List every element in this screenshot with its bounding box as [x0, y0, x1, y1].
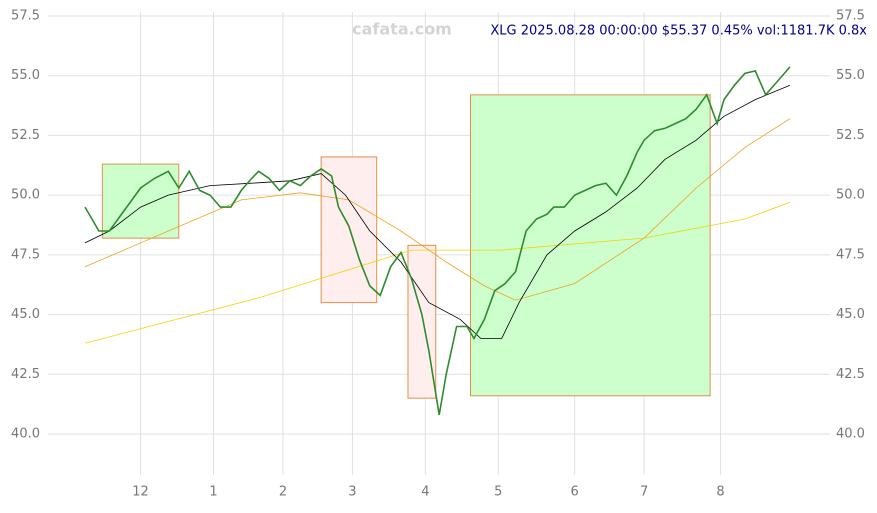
range-box	[469, 94, 711, 397]
chart-title: XLG 2025.08.28 00:00:00 $55.37 0.45% vol…	[490, 24, 867, 39]
y-tick-label: 50.0	[836, 188, 865, 203]
price-line	[84, 118, 791, 301]
y-tick-label: 57.5	[836, 9, 865, 24]
x-tick-label: 12	[132, 485, 149, 500]
y-tick-label: 50.0	[11, 188, 40, 203]
x-tick-label: 8	[716, 485, 724, 500]
y-tick-label: 40.0	[11, 427, 40, 442]
y-tick-label: 47.5	[836, 247, 865, 262]
x-tick-label: 1	[209, 485, 217, 500]
y-tick-label: 47.5	[11, 247, 40, 262]
y-tick-label: 45.0	[11, 307, 40, 322]
price-line	[84, 66, 791, 416]
y-tick-label: 42.5	[836, 367, 865, 382]
y-tick-label: 45.0	[836, 307, 865, 322]
watermark: cafata.com	[352, 20, 452, 39]
y-tick-label: 52.5	[11, 128, 40, 143]
x-tick-label: 5	[494, 485, 502, 500]
y-tick-label: 52.5	[836, 128, 865, 143]
y-tick-label: 40.0	[836, 427, 865, 442]
x-tick-label: 3	[348, 485, 356, 500]
x-tick-label: 6	[571, 485, 579, 500]
price-line	[84, 84, 791, 339]
range-box	[407, 244, 437, 399]
x-tick-label: 4	[421, 485, 429, 500]
y-tick-label: 57.5	[11, 9, 40, 24]
x-tick-label: 2	[279, 485, 287, 500]
x-tick-label: 7	[640, 485, 648, 500]
y-tick-label: 42.5	[11, 367, 40, 382]
y-tick-label: 55.0	[836, 68, 865, 83]
range-box	[101, 163, 180, 239]
y-tick-label: 55.0	[11, 68, 40, 83]
price-line	[84, 201, 791, 344]
